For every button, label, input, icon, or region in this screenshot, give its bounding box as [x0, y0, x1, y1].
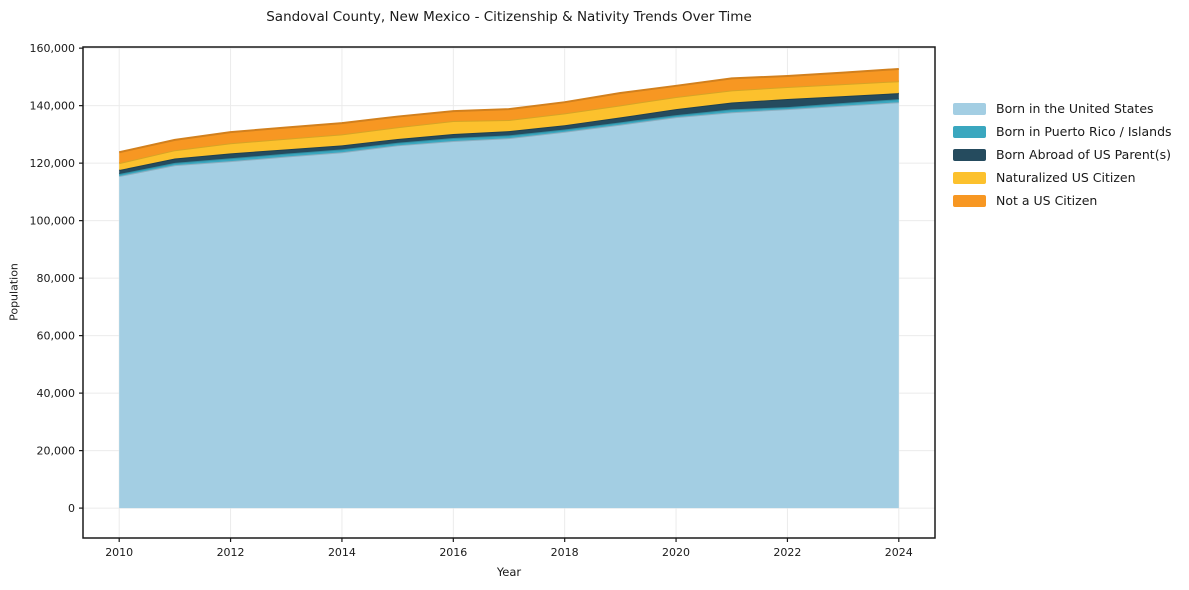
x-tick-label: 2024 — [885, 546, 913, 559]
area-band-3 — [119, 81, 899, 171]
x-tick-label: 2012 — [217, 546, 245, 559]
legend-item: Born in Puerto Rico / Islands — [953, 124, 1172, 139]
legend: Born in the United States Born in Puerto … — [953, 101, 1172, 208]
area-band-1 — [119, 99, 899, 177]
legend-item: Naturalized US Citizen — [953, 170, 1172, 185]
legend-item: Not a US Citizen — [953, 193, 1172, 208]
y-tick-label: 80,000 — [37, 272, 76, 285]
y-tick-label: 120,000 — [30, 157, 76, 170]
chart-title: Sandoval County, New Mexico - Citizenshi… — [266, 9, 752, 25]
legend-swatch-0 — [953, 102, 986, 115]
x-tick-label: 2010 — [105, 546, 133, 559]
x-tick-label: 2018 — [551, 546, 579, 559]
legend-label: Naturalized US Citizen — [996, 170, 1136, 185]
y-axis-label: Population — [7, 263, 21, 321]
legend-item: Born Abroad of US Parent(s) — [953, 147, 1172, 162]
x-tick-label: 2020 — [662, 546, 690, 559]
x-axis-label: Year — [496, 565, 522, 579]
area-band-0 — [119, 102, 899, 509]
y-tick-label: 160,000 — [30, 42, 76, 55]
y-tick-label: 20,000 — [37, 445, 76, 458]
x-tick-label: 2022 — [773, 546, 801, 559]
x-tick-label: 2014 — [328, 546, 356, 559]
legend-label: Born in Puerto Rico / Islands — [996, 124, 1172, 139]
y-tick-label: 60,000 — [37, 330, 76, 343]
legend-swatch-3 — [953, 171, 986, 184]
x-tick-label: 2016 — [439, 546, 467, 559]
area-band-4 — [119, 68, 899, 164]
legend-label: Born Abroad of US Parent(s) — [996, 147, 1171, 162]
legend-item: Born in the United States — [953, 101, 1172, 116]
y-tick-label: 100,000 — [30, 215, 76, 228]
legend-swatch-4 — [953, 194, 986, 207]
area-edge-4 — [118, 67, 899, 154]
y-tick-label: 0 — [68, 502, 75, 515]
plot-border — [82, 46, 936, 539]
y-tick-label: 40,000 — [37, 387, 76, 400]
y-tick-label: 140,000 — [30, 100, 76, 113]
legend-label: Born in the United States — [996, 101, 1154, 116]
legend-swatch-1 — [953, 125, 986, 138]
legend-swatch-2 — [953, 148, 986, 161]
area-band-2 — [119, 93, 899, 175]
legend-label: Not a US Citizen — [996, 193, 1098, 208]
